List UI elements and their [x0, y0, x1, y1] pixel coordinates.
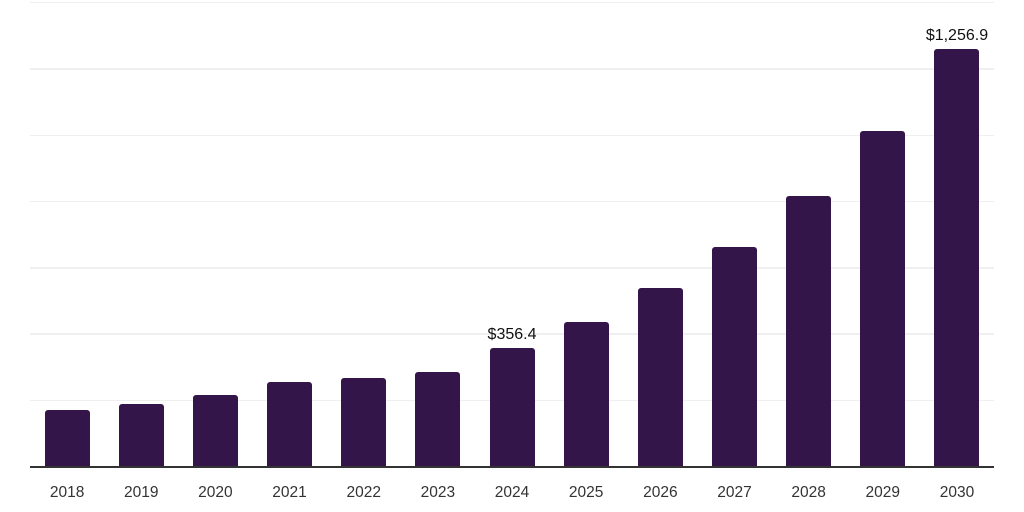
x-tick-2024: 2024 — [494, 484, 530, 501]
gridline-1200 — [30, 68, 994, 70]
x-tick-2019: 2019 — [123, 484, 159, 501]
bar-slot-2024: $356.4 — [475, 2, 549, 466]
bar-slot-2023 — [401, 2, 475, 466]
x-tick-2023: 2023 — [420, 484, 456, 501]
bar-slot-2027 — [697, 2, 771, 466]
bar-2026 — [637, 288, 683, 466]
bar-2020 — [192, 394, 238, 466]
bar-slot-2028 — [772, 2, 846, 466]
bar-2030 — [934, 49, 980, 466]
bar-2028 — [786, 195, 832, 466]
bar-slot-2022 — [327, 2, 401, 466]
x-tick-2030: 2030 — [939, 484, 975, 501]
bar-2023 — [415, 371, 461, 466]
bar-slot-2030: $1,256.9 — [920, 2, 994, 466]
gridline-800 — [30, 200, 994, 203]
bar-2022 — [341, 378, 387, 466]
gridline-1000 — [30, 134, 994, 136]
bar-2021 — [267, 382, 313, 466]
x-axis-labels: 2018 2019 2020 2021 2022 2023 2024 2025 2026 2027… — [30, 482, 994, 504]
gridline-600 — [30, 267, 994, 269]
bar-value-label-2030: $1,256.9 — [925, 27, 989, 45]
gridline-400 — [30, 333, 994, 335]
bar-slot-2021 — [252, 2, 326, 466]
x-tick-2021: 2021 — [272, 484, 307, 501]
bar-2029 — [860, 131, 906, 466]
bar-slot-2019 — [104, 2, 178, 466]
x-tick-2029: 2029 — [865, 484, 901, 501]
x-tick-2018: 2018 — [49, 484, 85, 501]
bar-slot-2018 — [30, 2, 104, 466]
bar-2024 — [489, 347, 535, 466]
bar-slot-2020 — [178, 2, 252, 466]
bar-slot-2029 — [846, 2, 920, 466]
x-tick-2020: 2020 — [198, 484, 233, 501]
x-tick-2026: 2026 — [643, 484, 678, 501]
bar-2027 — [711, 246, 757, 466]
x-tick-2027: 2027 — [717, 484, 752, 501]
bar-2025 — [563, 321, 609, 466]
gridline-1400 — [30, 2, 994, 4]
bar-2018 — [44, 410, 90, 466]
bar-value-label-2024: $356.4 — [487, 325, 537, 343]
plot-area: $356.4 $1,256.9 — [30, 2, 994, 468]
bar-slot-2026 — [623, 2, 697, 466]
x-tick-2025: 2025 — [568, 484, 604, 501]
bar-2019 — [118, 404, 164, 466]
x-tick-2022: 2022 — [346, 484, 381, 501]
bar-slot-2025 — [549, 2, 623, 466]
x-tick-2028: 2028 — [791, 484, 826, 501]
bars-container: $356.4 $1,256.9 — [30, 2, 994, 466]
